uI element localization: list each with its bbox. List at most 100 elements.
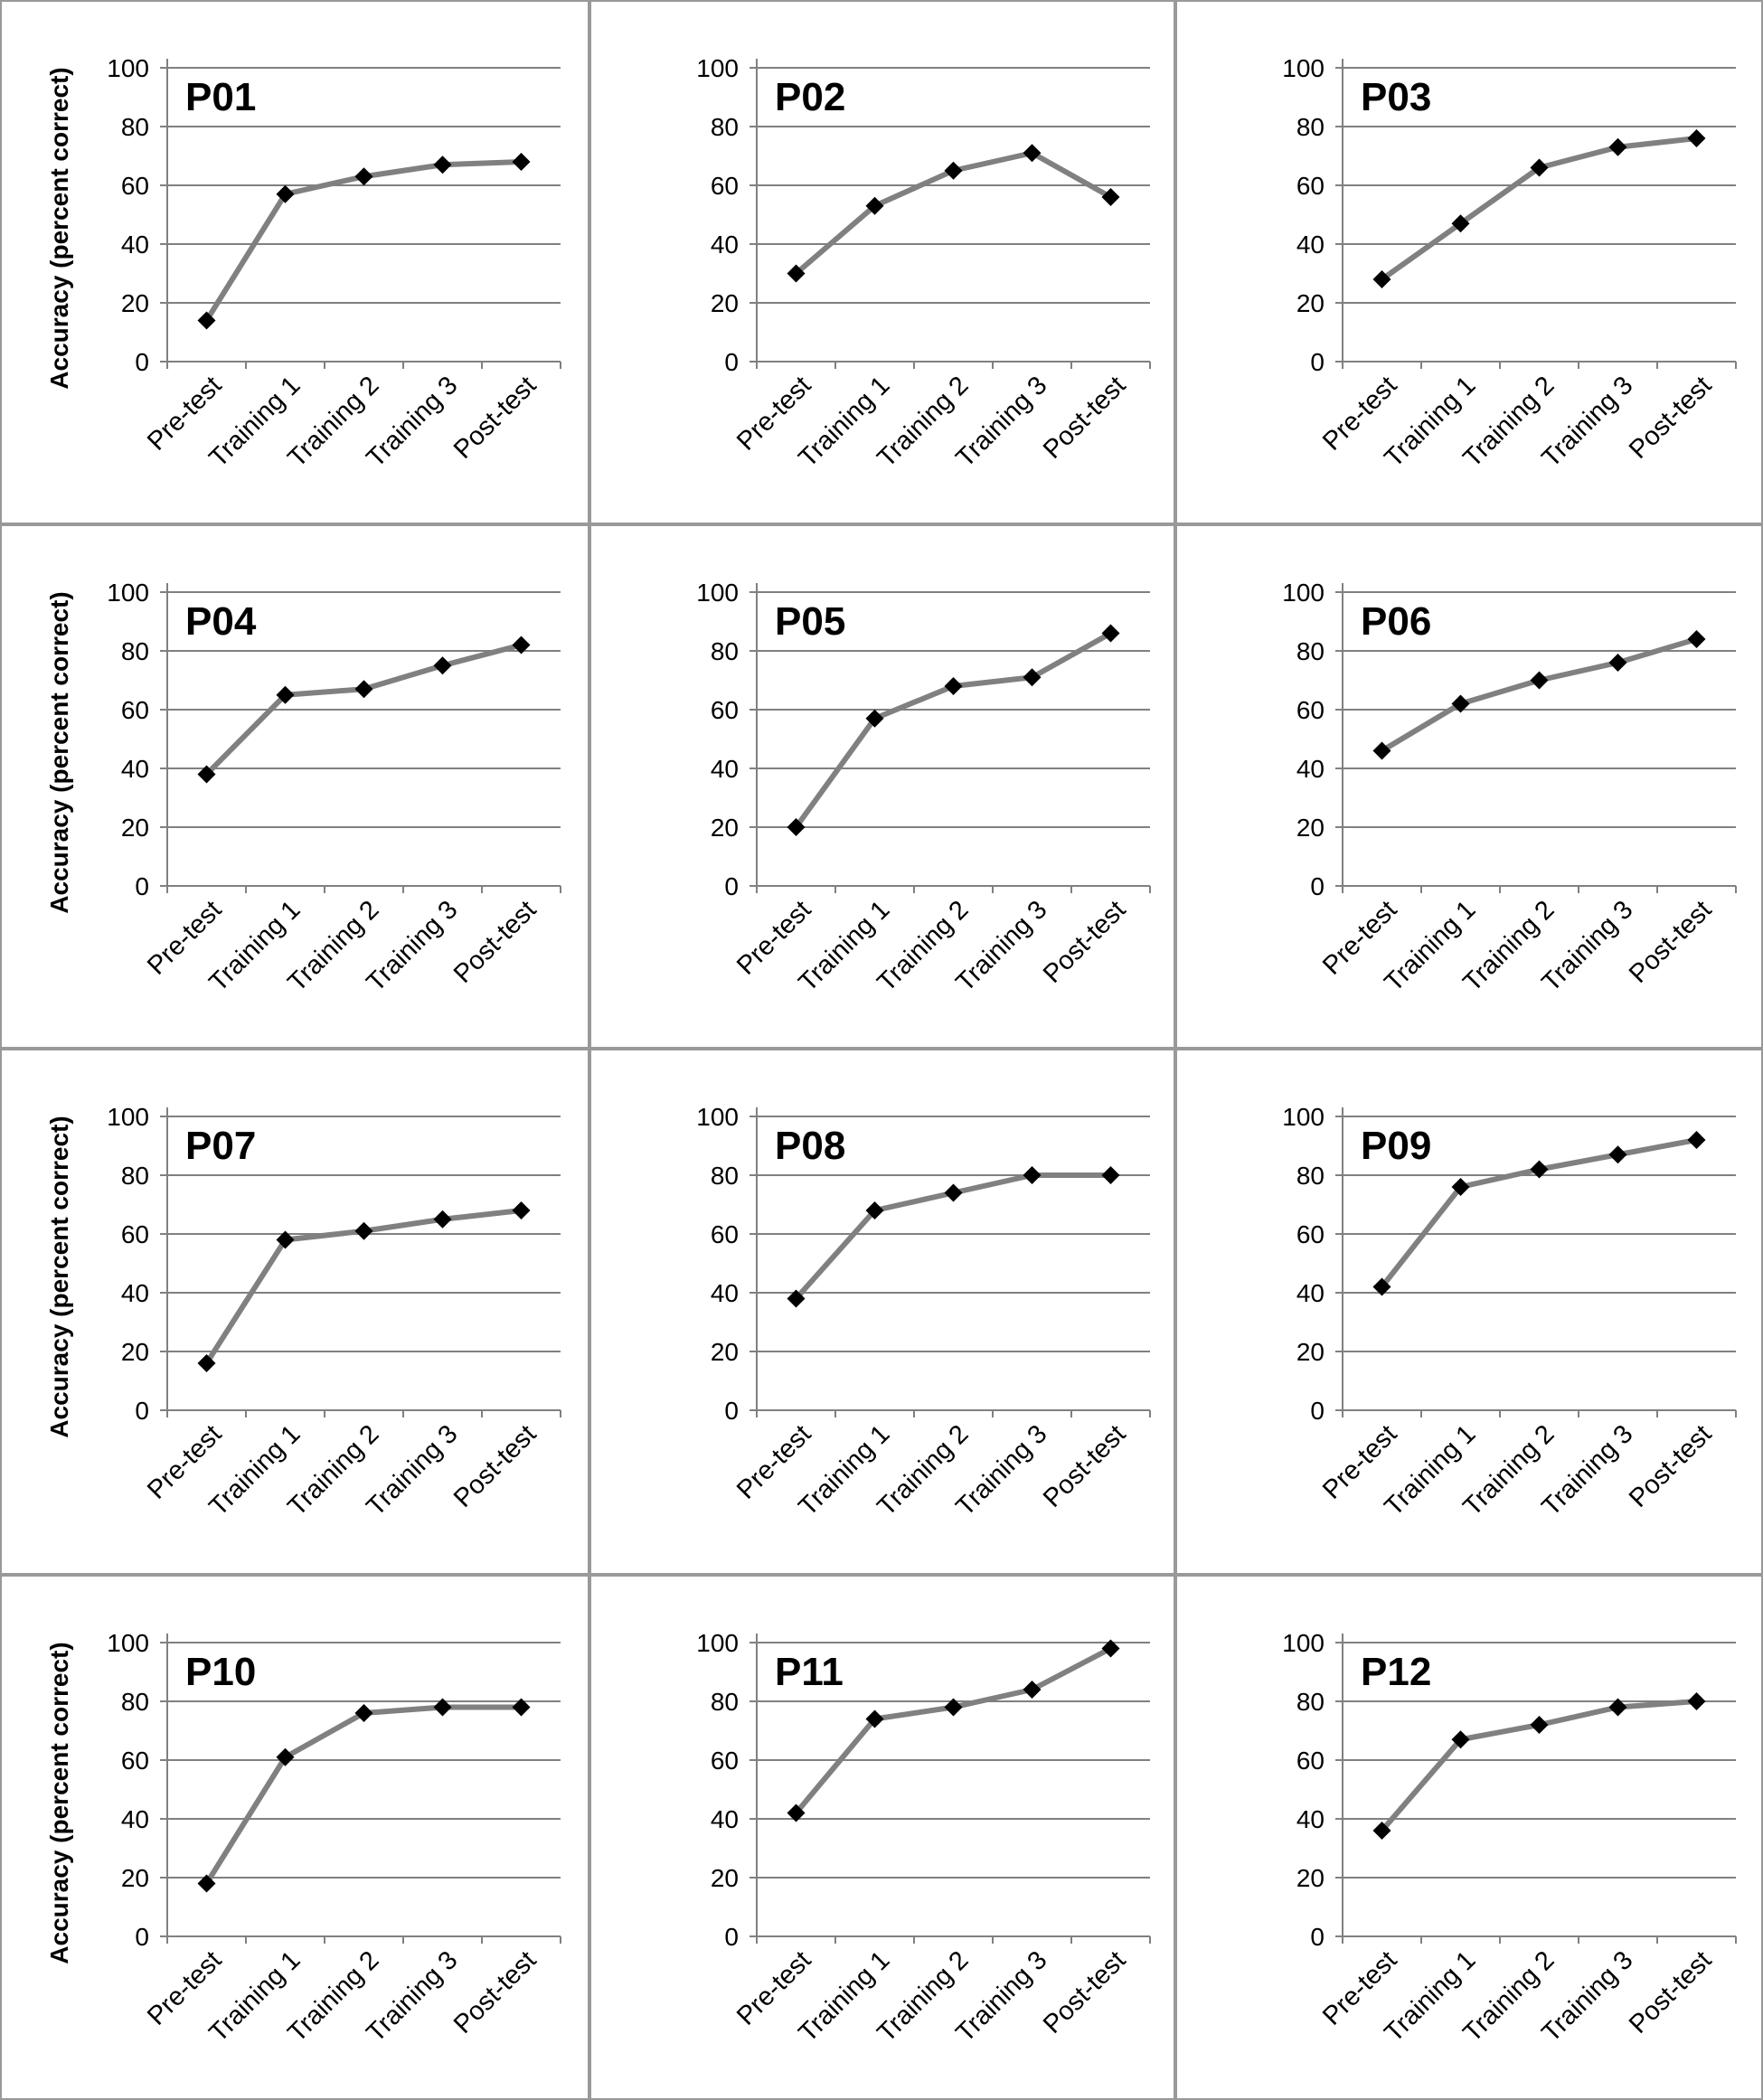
y-tick-label: 80 xyxy=(711,113,739,141)
panel-title: P08 xyxy=(775,1124,845,1168)
panel-border xyxy=(589,524,1175,1049)
data-point xyxy=(787,1803,806,1822)
y-tick-label: 40 xyxy=(121,1279,149,1307)
y-tick-label: 80 xyxy=(121,1162,149,1190)
data-point xyxy=(1451,214,1470,233)
y-tick-label: 100 xyxy=(1282,1629,1325,1657)
data-point xyxy=(944,677,963,695)
panel-title: P12 xyxy=(1361,1650,1431,1694)
y-tick-label: 60 xyxy=(1296,172,1325,200)
y-axis-label: Accuracy (percent correct) xyxy=(45,1116,73,1437)
data-point xyxy=(512,1698,531,1717)
y-tick-label: 60 xyxy=(1296,696,1325,724)
y-tick-label: 40 xyxy=(121,755,149,783)
data-point xyxy=(1608,654,1627,672)
data-point xyxy=(1608,1145,1627,1164)
panel-border xyxy=(1175,1575,1763,2100)
y-tick-label: 60 xyxy=(1296,1220,1325,1248)
y-tick-label: 0 xyxy=(1310,1923,1325,1951)
y-tick-label: 60 xyxy=(711,1220,739,1248)
y-tick-label: 80 xyxy=(711,1162,739,1190)
panel-border xyxy=(589,0,1175,524)
data-point xyxy=(1023,1166,1042,1184)
y-tick-label: 0 xyxy=(1310,872,1325,900)
panel-border xyxy=(1175,524,1763,1049)
x-tick-label: Post-test xyxy=(1038,1945,1132,2039)
data-point xyxy=(276,184,295,203)
data-point xyxy=(1530,1160,1549,1179)
y-tick-label: 20 xyxy=(1296,1338,1325,1366)
data-point xyxy=(865,196,884,215)
panel-title: P09 xyxy=(1361,1124,1431,1168)
y-axis-label: Accuracy (percent correct) xyxy=(45,591,73,913)
y-tick-label: 100 xyxy=(107,1103,149,1131)
y-tick-label: 60 xyxy=(711,1747,739,1775)
x-tick-label: Post-test xyxy=(448,371,542,465)
data-point xyxy=(354,1221,373,1240)
y-tick-label: 40 xyxy=(711,231,739,259)
data-point xyxy=(1530,671,1549,690)
x-tick-label: Post-test xyxy=(448,895,542,989)
y-tick-label: 0 xyxy=(724,1923,739,1951)
data-point xyxy=(944,1698,963,1717)
data-point xyxy=(1101,1639,1120,1658)
data-point xyxy=(1023,144,1042,163)
data-point xyxy=(197,1354,216,1372)
y-axis-label: Accuracy (percent correct) xyxy=(45,1642,73,1963)
y-tick-label: 60 xyxy=(121,1220,149,1248)
data-point xyxy=(1372,741,1391,760)
data-point xyxy=(1023,1681,1042,1699)
data-point xyxy=(1451,1178,1470,1196)
y-tick-label: 80 xyxy=(1296,1688,1325,1716)
x-tick-label: Post-test xyxy=(1624,371,1718,465)
y-tick-label: 0 xyxy=(135,348,149,376)
data-point xyxy=(1101,624,1120,643)
data-point xyxy=(1101,188,1120,206)
y-tick-label: 0 xyxy=(135,1397,149,1425)
y-tick-label: 0 xyxy=(724,1397,739,1425)
data-point xyxy=(787,818,806,836)
panel-border xyxy=(1175,0,1763,524)
data-point xyxy=(512,153,531,171)
data-point xyxy=(944,1183,963,1202)
y-tick-label: 60 xyxy=(121,1747,149,1775)
data-point xyxy=(433,1210,452,1229)
data-point xyxy=(1451,1730,1470,1749)
y-tick-label: 60 xyxy=(121,172,149,200)
x-tick-label: Post-test xyxy=(448,1945,542,2039)
data-point xyxy=(787,264,806,283)
y-tick-label: 20 xyxy=(121,1864,149,1892)
y-tick-label: 0 xyxy=(135,872,149,900)
y-tick-label: 60 xyxy=(1296,1747,1325,1775)
y-tick-label: 20 xyxy=(711,1338,739,1366)
data-point xyxy=(1608,1698,1627,1717)
y-tick-label: 20 xyxy=(711,1864,739,1892)
data-point xyxy=(1372,270,1391,288)
y-tick-label: 40 xyxy=(121,1805,149,1833)
x-tick-label: Post-test xyxy=(1038,895,1132,989)
data-point xyxy=(354,167,373,186)
data-point xyxy=(1530,1716,1549,1734)
y-tick-label: 40 xyxy=(1296,231,1325,259)
y-tick-label: 0 xyxy=(724,348,739,376)
y-axis-label: Accuracy (percent correct) xyxy=(45,67,73,389)
x-tick-label: Post-test xyxy=(1038,371,1132,465)
panel-title: P05 xyxy=(775,599,845,644)
y-tick-label: 20 xyxy=(1296,814,1325,842)
data-point xyxy=(433,155,452,174)
data-point xyxy=(276,1230,295,1249)
panel-border xyxy=(589,1049,1175,1575)
y-tick-label: 80 xyxy=(1296,113,1325,141)
data-point xyxy=(1372,1277,1391,1296)
series-line xyxy=(203,1704,522,1886)
y-tick-label: 80 xyxy=(1296,637,1325,665)
y-tick-label: 40 xyxy=(1296,755,1325,783)
